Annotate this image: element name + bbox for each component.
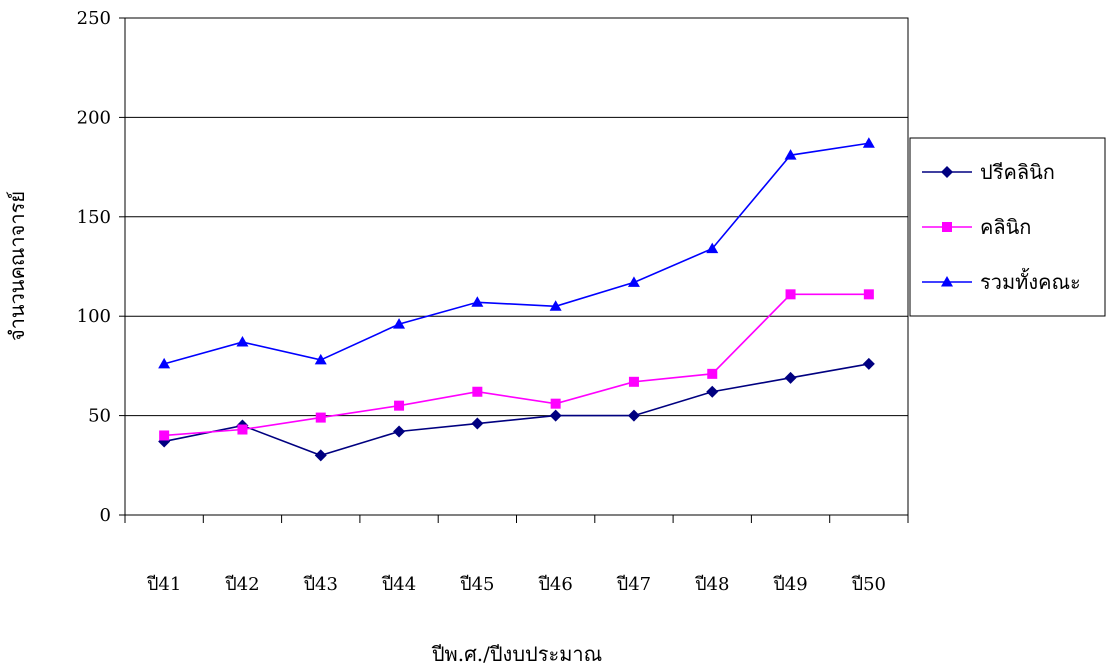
x-tick-label: ปี46 — [538, 574, 573, 595]
data-point-marker — [784, 149, 797, 160]
data-point-marker — [628, 376, 639, 387]
data-point-marker — [472, 386, 483, 397]
legend-marker — [942, 222, 952, 232]
data-point-marker — [549, 300, 562, 311]
series-line — [163, 142, 869, 365]
y-axis-title: จำนวนคณาจารย์ — [5, 191, 29, 341]
data-point-marker — [706, 242, 719, 254]
data-point-marker — [471, 417, 484, 430]
legend-label: คลินิก — [980, 215, 1031, 239]
axes: 0 50 100 150 200 250 ปี41 ปี42 ปี43 ปี44 ปี45 ปี46 ป… — [77, 8, 909, 595]
data-point-marker — [159, 430, 170, 441]
series-line — [163, 363, 869, 457]
y-tick-label: 200 — [77, 107, 111, 128]
series-line — [164, 293, 869, 437]
series-lines — [158, 137, 875, 462]
y-tick-label: 250 — [77, 8, 111, 29]
data-point-marker — [314, 449, 327, 462]
gridlines — [125, 116, 908, 417]
x-tick-label: ปี49 — [773, 574, 808, 595]
y-tick-label: 100 — [77, 306, 111, 327]
x-axis-title: ปีพ.ศ./ปีงบประมาณ — [432, 642, 603, 666]
x-tick-label: ปี47 — [616, 574, 651, 595]
legend-marker — [941, 166, 953, 178]
plot-area-frame — [124, 17, 909, 516]
data-point-marker — [784, 371, 797, 384]
data-point-marker — [785, 289, 796, 300]
x-tick-label: ปี44 — [382, 574, 417, 595]
data-point-marker — [627, 276, 640, 287]
data-point-marker — [158, 357, 171, 369]
legend-label: ปรีคลินิก — [980, 160, 1055, 184]
data-point-marker — [393, 425, 406, 438]
y-tick-label: 150 — [77, 207, 111, 228]
data-point-marker — [550, 398, 561, 409]
x-tick-label: ปี42 — [225, 574, 260, 595]
data-point-marker — [706, 385, 719, 398]
y-tick-label: 0 — [100, 505, 111, 526]
data-point-marker — [393, 318, 406, 329]
legend-marker — [941, 276, 953, 287]
data-point-marker — [707, 368, 718, 379]
data-point-marker — [314, 353, 327, 365]
x-tick-label: ปี48 — [695, 574, 730, 595]
x-tick-label: ปี41 — [147, 574, 182, 595]
data-point-marker — [237, 424, 248, 435]
data-point-marker — [236, 336, 249, 347]
data-point-marker — [394, 400, 405, 411]
data-point-marker — [862, 357, 875, 370]
data-point-marker — [627, 409, 640, 422]
data-point-marker — [549, 409, 562, 422]
data-point-marker — [315, 412, 326, 423]
y-tick-label: 50 — [88, 406, 111, 427]
x-tick-label: ปี43 — [303, 574, 338, 595]
x-tick-label: ปี50 — [851, 574, 886, 595]
legend-label: รวมทั้งคณะ — [980, 268, 1081, 294]
data-point-marker — [863, 289, 874, 300]
x-tick-label: ปี45 — [460, 574, 495, 595]
data-point-marker — [471, 296, 484, 307]
data-point-marker — [862, 137, 875, 148]
